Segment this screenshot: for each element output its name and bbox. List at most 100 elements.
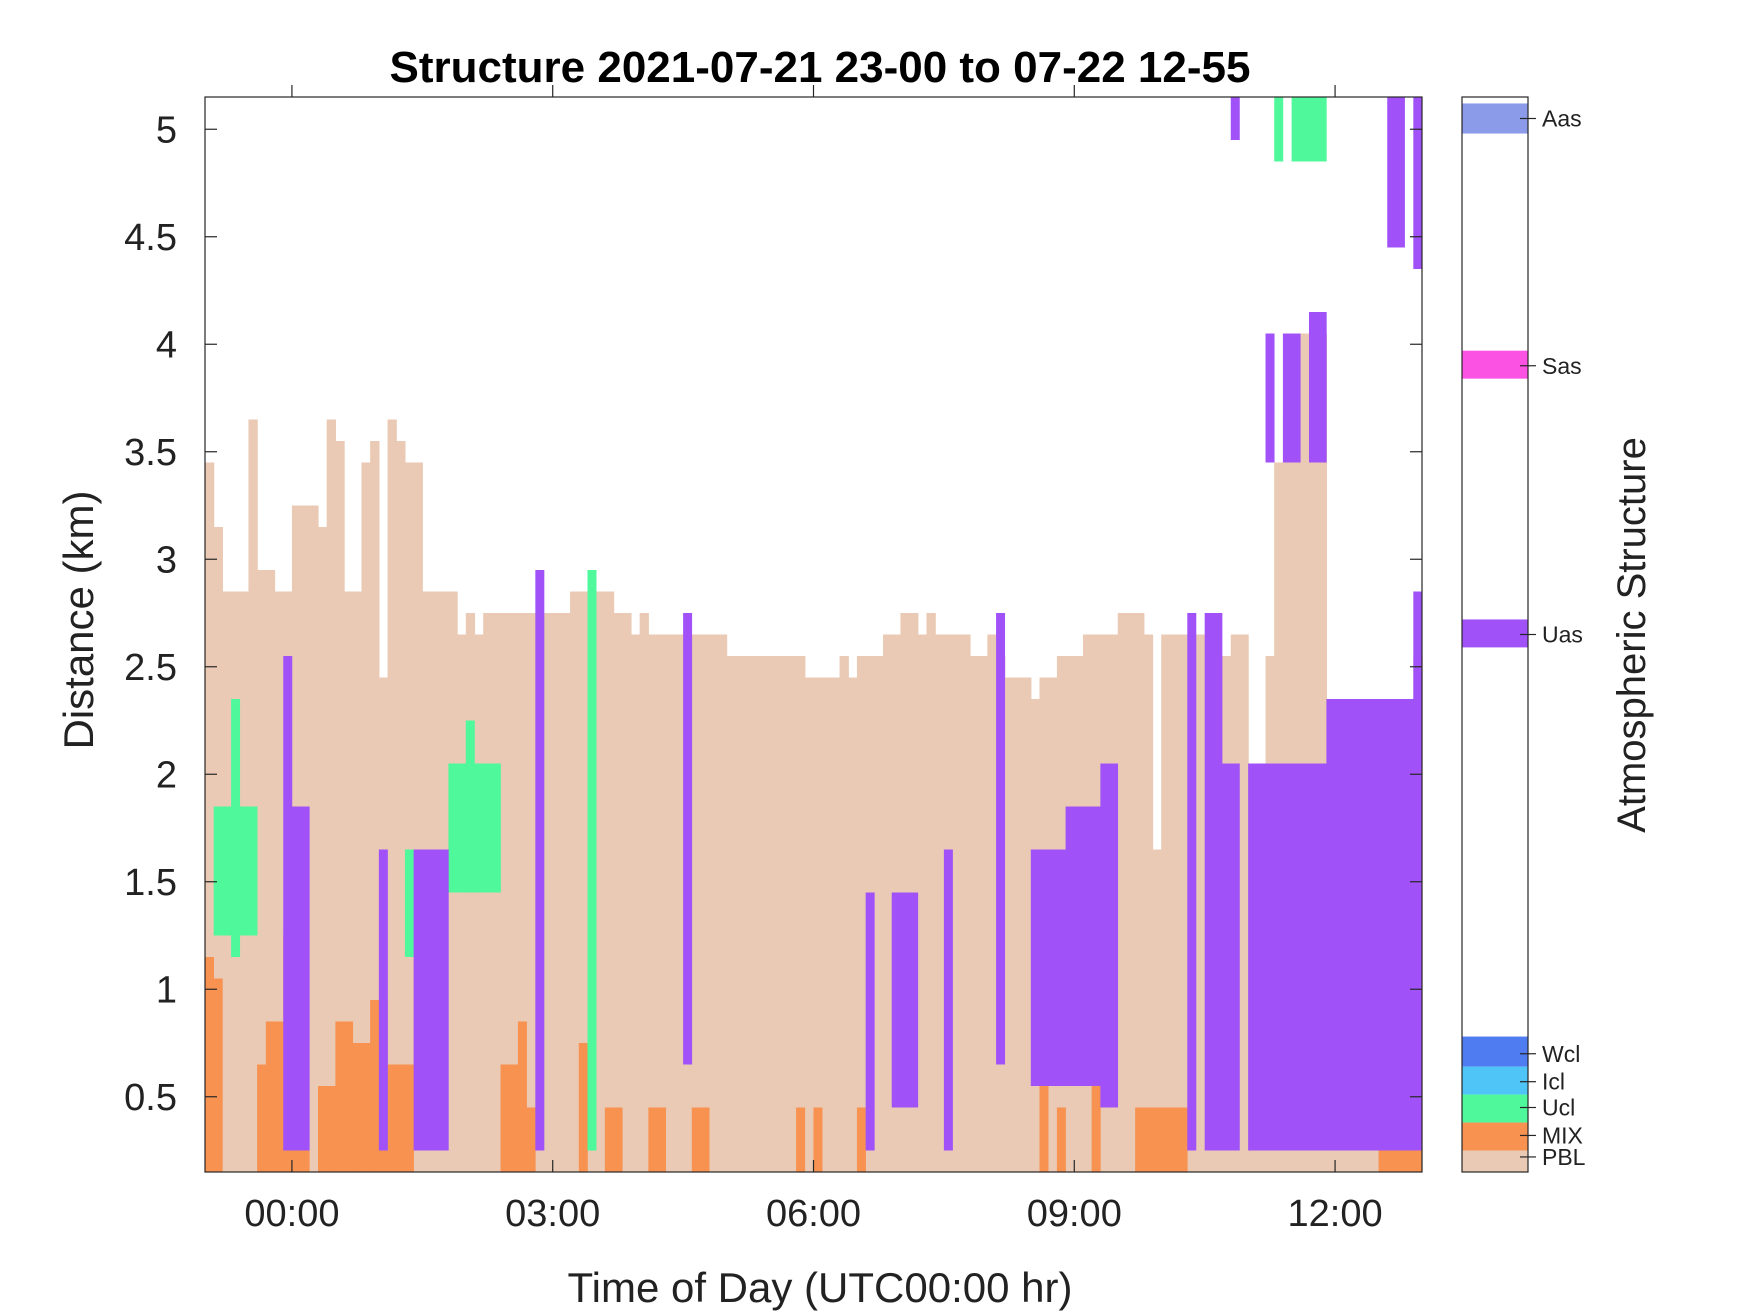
pbl-column xyxy=(883,634,893,1172)
x-axis-label: Time of Day (UTC00:00 hr) xyxy=(568,1264,1073,1311)
pbl-column xyxy=(613,613,623,1172)
pbl-column xyxy=(648,634,658,1172)
x-tick-label: 09:00 xyxy=(1027,1193,1122,1235)
segment-ucl xyxy=(587,570,597,1151)
pbl-column xyxy=(274,591,284,1172)
segment-ucl xyxy=(1274,97,1284,162)
segment-uas xyxy=(1222,763,1240,1151)
pbl-column xyxy=(396,441,406,1172)
pbl-column xyxy=(387,419,397,1172)
pbl-column xyxy=(205,462,215,1172)
pbl-column xyxy=(839,656,849,1172)
pbl-column xyxy=(1022,677,1032,1172)
segment-mix xyxy=(335,1021,354,1172)
pbl-column xyxy=(257,570,267,1172)
pbl-column xyxy=(335,441,345,1172)
segment-uas xyxy=(1065,806,1101,1086)
pbl-column xyxy=(935,634,945,1172)
segment-mix xyxy=(856,1107,866,1172)
pbl-column xyxy=(813,677,823,1172)
chart-title: Structure 2021-07-21 23-00 to 07-22 12-5… xyxy=(390,43,1251,92)
segment-uas xyxy=(535,570,545,1151)
pbl-column xyxy=(404,462,415,1172)
segment-uas xyxy=(683,613,693,1065)
pbl-column xyxy=(726,656,736,1172)
segment-mix xyxy=(352,1043,371,1172)
segment-mix xyxy=(604,1107,623,1172)
pbl-column xyxy=(804,677,815,1172)
segment-mix xyxy=(526,1107,536,1172)
pbl-column xyxy=(457,634,467,1172)
pbl-column xyxy=(544,613,554,1172)
pbl-column xyxy=(248,419,258,1172)
segment-uas xyxy=(378,849,388,1151)
segment-mix xyxy=(578,1043,588,1172)
x-tick-label: 06:00 xyxy=(766,1193,861,1235)
x-tick-label: 12:00 xyxy=(1288,1193,1383,1235)
pbl-column xyxy=(874,656,884,1172)
pbl-column xyxy=(474,634,484,1172)
colorbar-tick-label: Aas xyxy=(1542,106,1582,132)
segment-ucl xyxy=(231,699,241,957)
pbl-column xyxy=(796,656,806,1172)
pbl-column xyxy=(1195,634,1206,1172)
pbl-column xyxy=(552,613,562,1172)
pbl-column xyxy=(500,613,510,1172)
segment-uas xyxy=(996,613,1006,1065)
segment-uas xyxy=(1230,97,1240,140)
segment-mix xyxy=(1039,1086,1049,1172)
segment-uas xyxy=(1308,312,1327,463)
pbl-column xyxy=(578,591,589,1172)
colorbar-tick-label: Uas xyxy=(1542,622,1583,648)
segment-mix xyxy=(318,1086,336,1172)
pbl-column xyxy=(856,656,867,1172)
segment-ucl xyxy=(1291,97,1327,162)
segment-ucl xyxy=(404,849,414,957)
segment-mix xyxy=(648,1107,667,1172)
pbl-column xyxy=(735,656,745,1172)
pbl-column xyxy=(265,570,276,1172)
colorbar-band-mix xyxy=(1462,1122,1528,1151)
segment-mix xyxy=(1056,1107,1066,1172)
colorbar-tick-label: MIX xyxy=(1542,1122,1583,1148)
pbl-column xyxy=(917,634,928,1172)
y-tick-label: 3 xyxy=(156,539,177,581)
segment-mix xyxy=(1378,1150,1423,1172)
segment-mix xyxy=(265,1021,284,1172)
pbl-column xyxy=(639,613,649,1172)
colorbar-band-icl xyxy=(1462,1066,1528,1095)
segment-uas xyxy=(1204,613,1223,1151)
pbl-column xyxy=(674,634,684,1172)
segment-uas xyxy=(1265,333,1275,463)
pbl-column xyxy=(691,634,702,1172)
pbl-column xyxy=(1178,634,1188,1172)
segment-mix xyxy=(517,1021,527,1172)
colorbar-band-sas xyxy=(1462,350,1528,379)
colorbar-band-wcl xyxy=(1462,1036,1528,1067)
segment-uas xyxy=(1100,763,1119,1108)
pbl-column xyxy=(761,656,771,1172)
pbl-column xyxy=(352,591,363,1172)
pbl-column xyxy=(1135,613,1145,1172)
colorbar-tick-label: Sas xyxy=(1542,353,1582,379)
pbl-column xyxy=(752,656,762,1172)
pbl-column xyxy=(344,591,354,1172)
pbl-column xyxy=(709,634,719,1172)
pbl-column xyxy=(318,527,328,1172)
segment-mix xyxy=(796,1107,806,1172)
colorbar-tick-label: Wcl xyxy=(1542,1041,1580,1067)
pbl-column xyxy=(622,613,632,1172)
plot-area xyxy=(205,97,1423,1172)
segment-mix xyxy=(291,1150,310,1172)
segment-uas xyxy=(1282,333,1301,463)
pbl-column xyxy=(370,441,380,1172)
segment-mix xyxy=(691,1107,710,1172)
x-tick-label: 03:00 xyxy=(505,1193,600,1235)
colorbar-band-ucl xyxy=(1462,1094,1528,1123)
pbl-column xyxy=(361,462,371,1172)
pbl-column xyxy=(309,505,319,1172)
pbl-column xyxy=(570,591,580,1172)
segment-uas xyxy=(413,849,449,1151)
